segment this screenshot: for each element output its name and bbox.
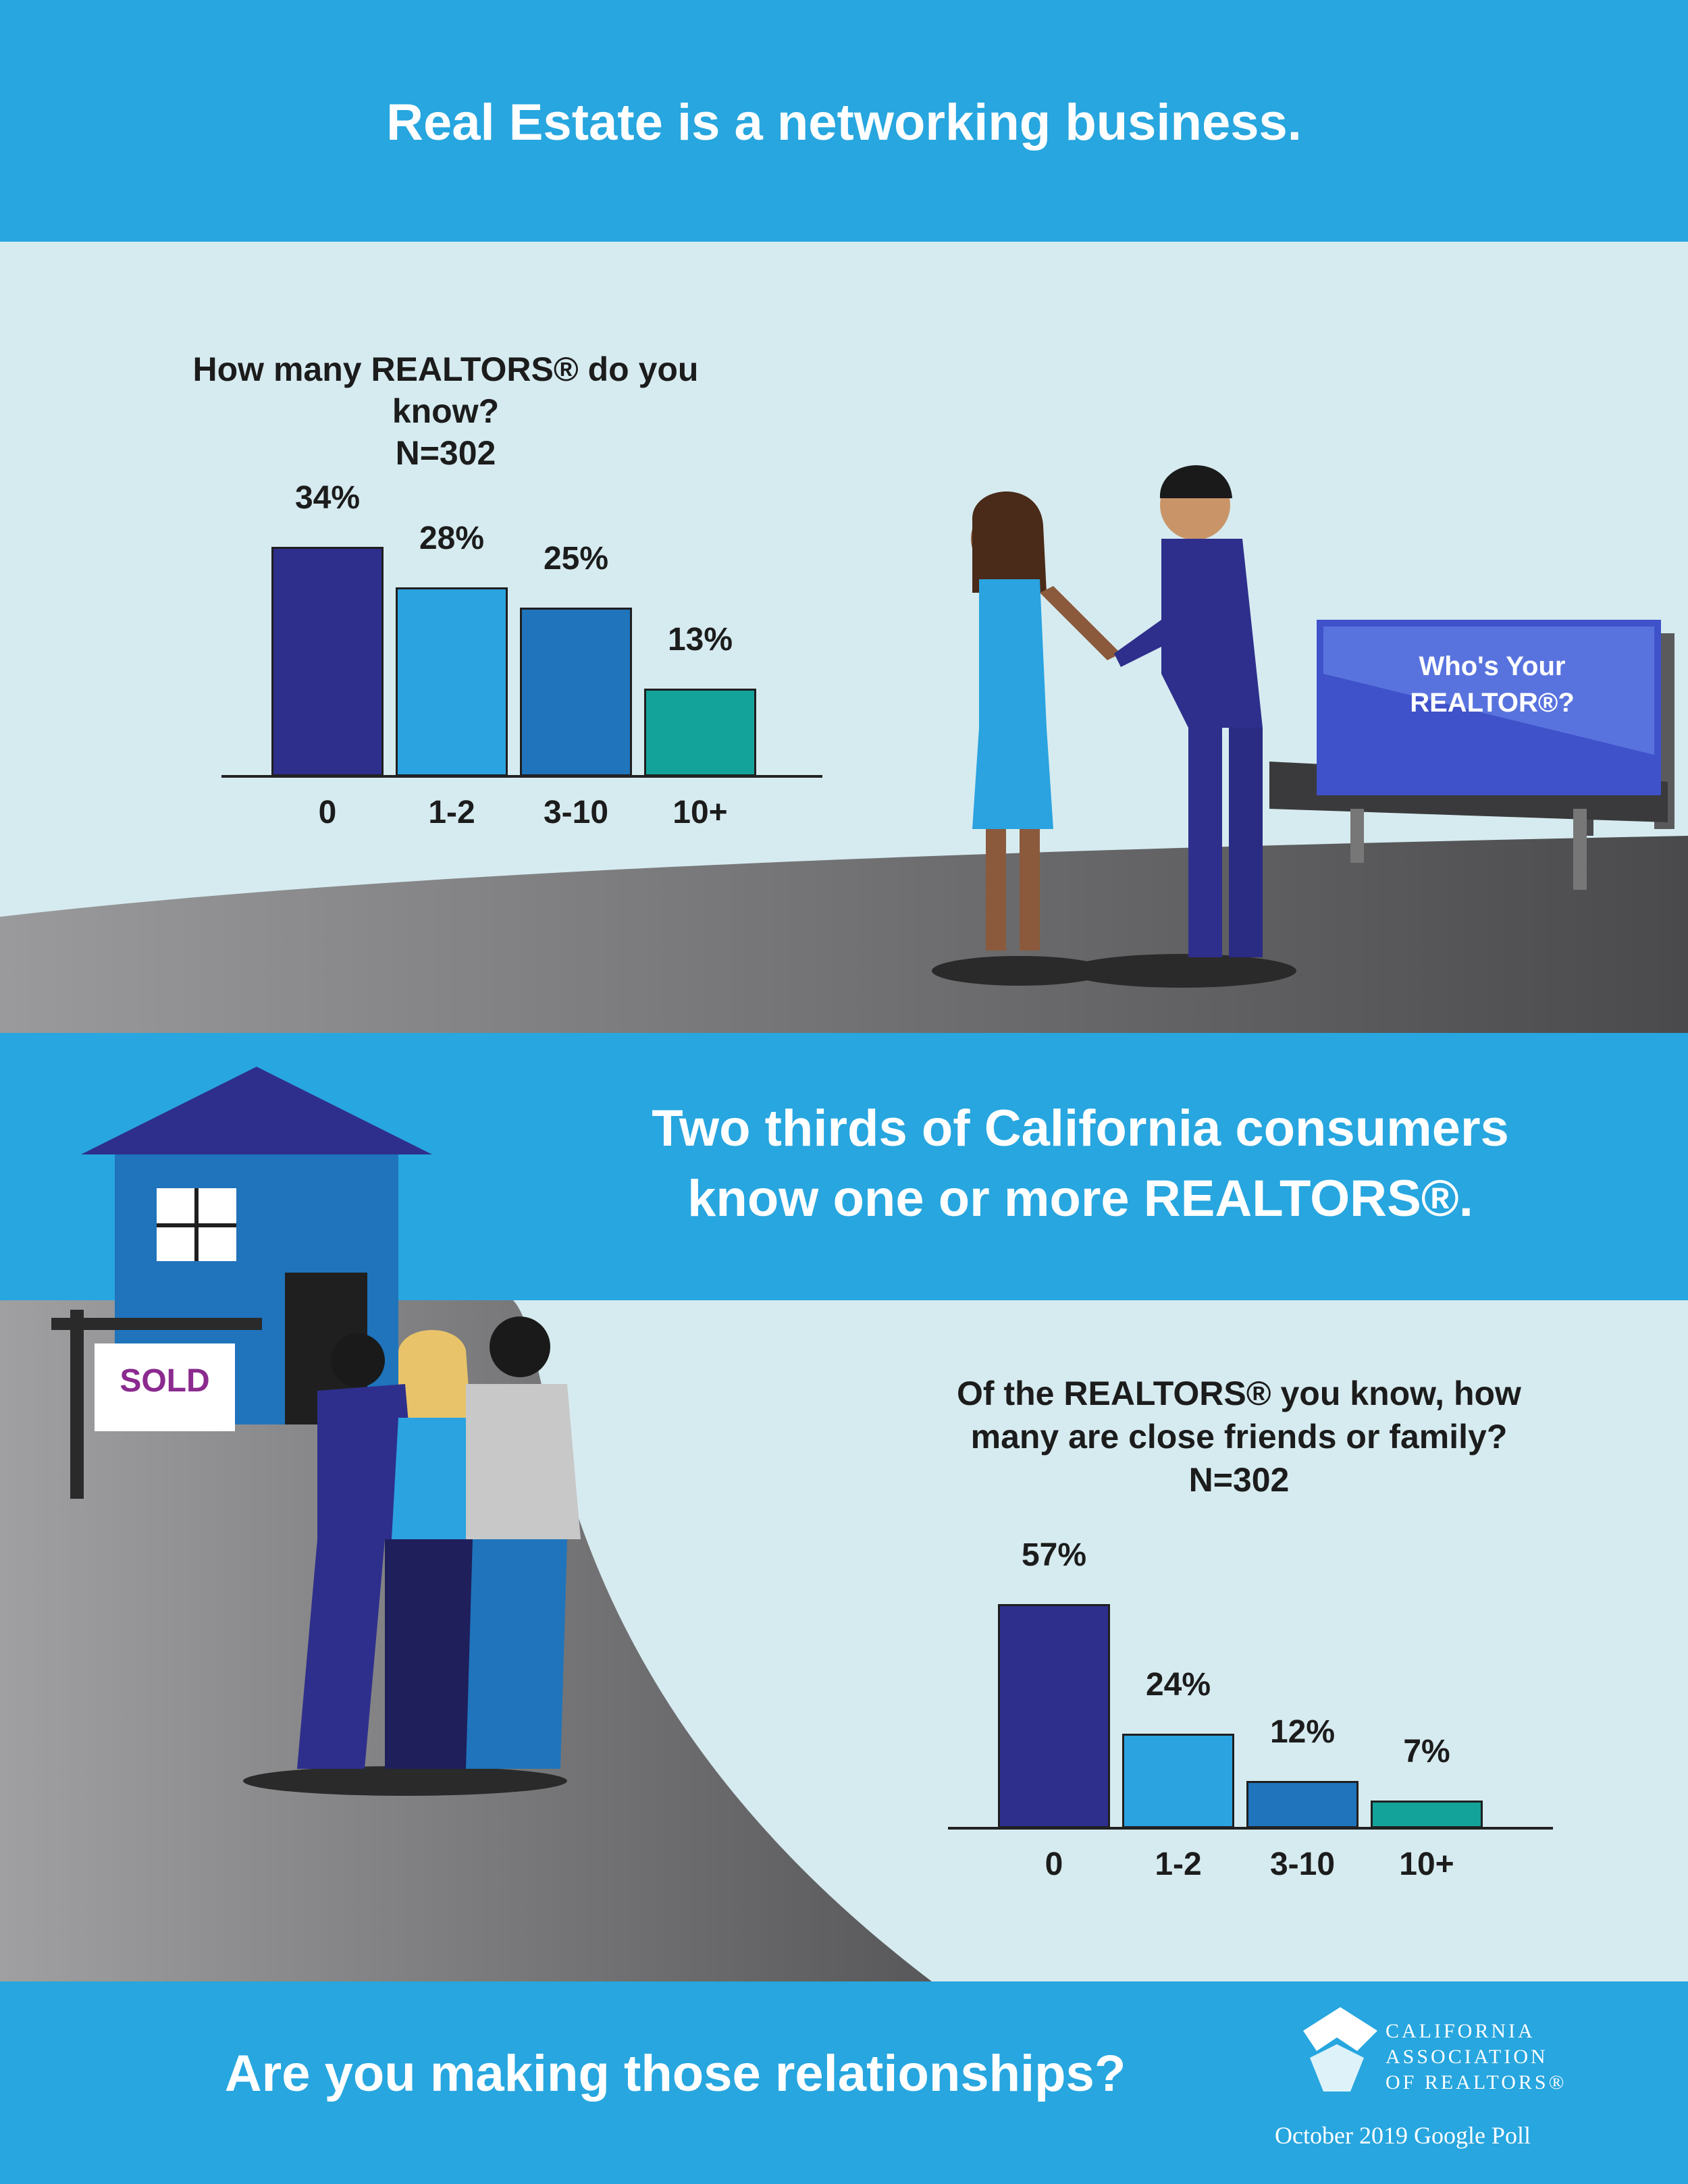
bottom-banner — [0, 1981, 1688, 2184]
association-logo-text: CALIFORNIA ASSOCIATION OF REALTORS® — [1386, 2019, 1669, 2096]
logo-line-3: OF REALTORS® — [1386, 2071, 1567, 2094]
man-figure — [1067, 465, 1296, 988]
chart-1-value-label-1: 28% — [419, 521, 485, 556]
chart-1-value-label-2: 25% — [543, 541, 609, 577]
middle-headline-line-2: know one or more REALTORS®. — [687, 1170, 1473, 1227]
association-logo-icon — [1303, 2007, 1377, 2092]
chart-1-value-label-3: 13% — [667, 622, 733, 658]
poll-note: October 2019 Google Poll — [1275, 2122, 1531, 2149]
chart-1-category-label-2: 3-10 — [543, 795, 609, 830]
chart-1-category-label-3: 10+ — [672, 795, 728, 830]
chart-2-bar-3 — [1371, 1801, 1483, 1828]
chart-2-bar-2 — [1246, 1781, 1359, 1828]
woman-figure — [932, 491, 1121, 986]
chart-1-bar-1 — [396, 587, 508, 776]
sold-sign-post — [51, 1310, 262, 1499]
sold-sign-text: SOLD — [120, 1363, 210, 1399]
chart-2-category-label-3: 10+ — [1399, 1846, 1454, 1882]
chart-2-bar-0 — [998, 1603, 1110, 1828]
middle-headline-line-1: Two thirds of California consumers — [652, 1100, 1509, 1157]
billboard-text: Who's Your REALTOR®? — [1357, 648, 1627, 721]
chart-close-friends: Of the REALTORS® you know, how many are … — [878, 1372, 1600, 1882]
top-banner — [0, 0, 1688, 242]
scene-sold — [0, 1067, 1688, 1981]
closing-question: Are you making those relationships? — [224, 2045, 1126, 2102]
chart-2-title-line-1: Of the REALTORS® you know, how — [957, 1375, 1521, 1412]
chart-1-bar-2 — [520, 608, 632, 776]
chart-1-value-label-0: 34% — [294, 480, 361, 516]
chart-2-category-label-2: 3-10 — [1269, 1846, 1336, 1882]
chart-1-bar-0 — [271, 547, 384, 776]
chart-1-x-axis — [221, 775, 822, 778]
middle-headline: Two thirds of California consumers know … — [554, 1094, 1607, 1234]
billboard-line-1: Who's Your — [1419, 651, 1566, 681]
chart-2-title: Of the REALTORS® you know, how many are … — [878, 1372, 1600, 1501]
logo-line-1: CALIFORNIA — [1386, 2020, 1535, 2042]
chart-2-bar-1 — [1122, 1734, 1234, 1828]
billboard — [1269, 620, 1674, 890]
road-shape — [0, 836, 1688, 1033]
chart-1-title: How many REALTORS® do you know? N=302 — [162, 348, 729, 474]
chart-2-value-label-0: 57% — [1021, 1537, 1087, 1573]
chart-1-title-text: How many REALTORS® do you know? — [192, 350, 699, 430]
chart-1-category-label-0: 0 — [318, 795, 337, 830]
chart-2-title-line-2: many are close friends or family? — [970, 1418, 1508, 1456]
chart-realtors-known: How many REALTORS® do you know? N=302 34… — [0, 0, 1688, 1033]
chart-2-value-label-2: 12% — [1269, 1714, 1336, 1750]
chart-1-category-label-1: 1-2 — [428, 795, 475, 830]
logo-line-2: ASSOCIATION — [1386, 2046, 1548, 2068]
chart-2-category-label-1: 1-2 — [1155, 1846, 1202, 1882]
chart-1-subtitle: N=302 — [395, 434, 496, 472]
hugging-group — [243, 1316, 581, 1796]
chart-2-value-label-1: 24% — [1145, 1667, 1211, 1703]
page-title: Real Estate is a networking business. — [386, 94, 1302, 151]
billboard-line-2: REALTOR®? — [1410, 688, 1575, 718]
chart-2-x-axis — [948, 1827, 1553, 1830]
chart-2-category-label-0: 0 — [1045, 1846, 1063, 1882]
chart-2-value-label-3: 7% — [1403, 1734, 1450, 1770]
chart-2-subtitle: N=302 — [1188, 1461, 1290, 1499]
